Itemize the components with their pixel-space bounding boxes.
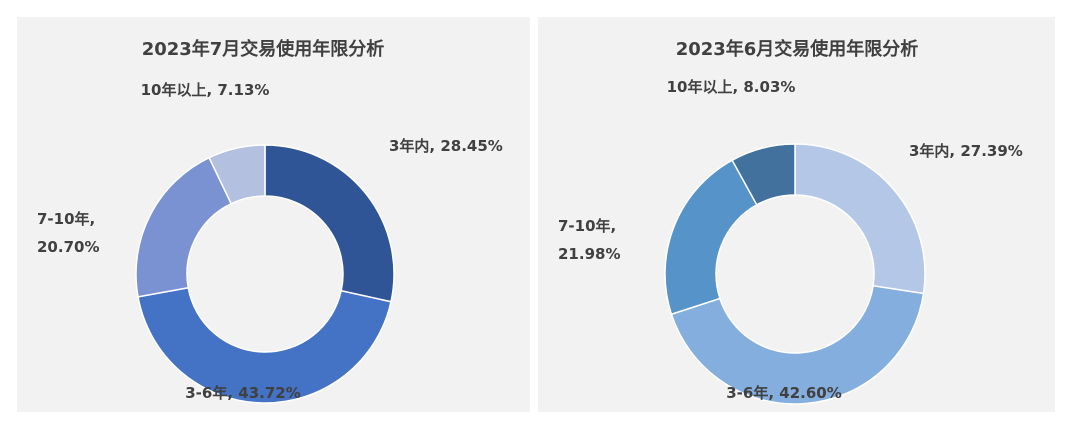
data-label-3-6-years: 3-6年, 42.60% xyxy=(726,384,842,402)
data-label-within-3-years: 3年内, 28.45% xyxy=(389,137,503,155)
donut-slice-3-6-years xyxy=(670,284,925,405)
chart-panel-july: 2023年7月交易使用年限分析 3年内, 28.45% 3-6年, 43.72% 7… xyxy=(17,17,530,412)
chart-panel-june: 2023年6月交易使用年限分析 3年内, 27.39% 3-6年, 42.60% 7… xyxy=(538,17,1055,412)
donut-slices xyxy=(664,143,926,405)
data-label-3-6-years: 3-6年, 43.72% xyxy=(185,384,301,402)
donut-chart-july: 2023年7月交易使用年限分析 3年内, 28.45% 3-6年, 43.72% 7… xyxy=(37,38,503,404)
data-label-7-10-years: 7-10年, 21.98% xyxy=(558,217,620,263)
donut-chart-june: 2023年6月交易使用年限分析 3年内, 27.39% 3-6年, 42.60% 7… xyxy=(558,38,1023,405)
data-labels: 3年内, 27.39% 3-6年, 42.60% 7-10年, 21.98% 10年以上… xyxy=(558,78,1023,402)
donut-slice-within-3-years xyxy=(794,143,926,295)
data-labels: 3年内, 28.45% 3-6年, 43.72% 7-10年, 20.70% 10年以上… xyxy=(37,81,503,402)
chart-title: 2023年6月交易使用年限分析 xyxy=(676,38,919,60)
donut-slice-3-6-years xyxy=(137,286,392,404)
chart-title: 2023年7月交易使用年限分析 xyxy=(142,38,385,60)
donut-slice-over-10-years xyxy=(731,143,796,206)
donut-slice-within-3-years xyxy=(264,144,395,303)
donut-slices xyxy=(135,144,395,404)
data-label-within-3-years: 3年内, 27.39% xyxy=(909,142,1023,160)
data-label-over-10-years: 10年以上, 8.03% xyxy=(667,78,796,96)
data-label-7-10-years: 7-10年, 20.70% xyxy=(37,210,99,256)
data-label-over-10-years: 10年以上, 7.13% xyxy=(141,81,270,99)
donut-slice-over-10-years xyxy=(208,144,266,205)
donut-slice-7-10-years xyxy=(135,156,233,298)
donut-slice-7-10-years xyxy=(664,159,758,316)
